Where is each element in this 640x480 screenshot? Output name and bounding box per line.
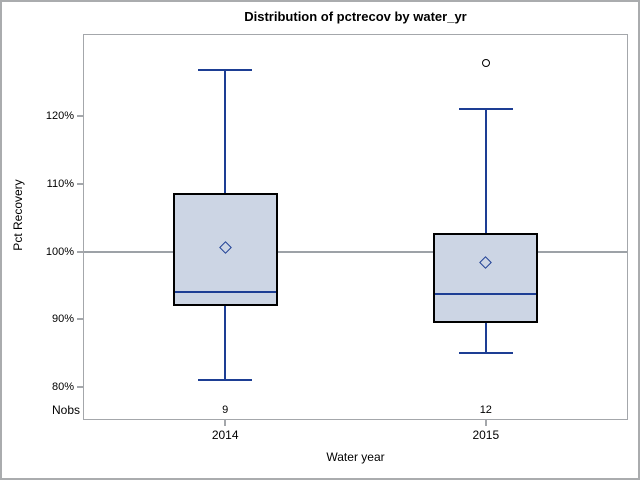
- nobs-value: 9: [222, 404, 229, 416]
- median-line: [435, 293, 537, 296]
- iqr-box: [172, 192, 278, 306]
- y-axis-title: Pct Recovery: [11, 179, 25, 251]
- lower-whisker-cap: [198, 379, 253, 382]
- y-tick-mark: [77, 182, 83, 185]
- x-tick-mark: [484, 420, 487, 426]
- nobs-row-label: Nobs: [51, 403, 80, 417]
- nobs-value: 12: [479, 404, 492, 416]
- x-tick-label: 2015: [472, 428, 500, 442]
- chart-title: Distribution of pctrecov by water_yr: [244, 9, 467, 24]
- y-tick-label: 90%: [51, 313, 74, 326]
- lower-whisker-cap: [458, 352, 513, 355]
- y-tick-mark: [77, 318, 83, 321]
- upper-whisker-cap: [198, 69, 253, 72]
- y-tick-label: 110%: [46, 177, 74, 190]
- reference-line: [84, 250, 627, 253]
- median-line: [174, 291, 276, 294]
- y-tick-label: 100%: [45, 245, 74, 258]
- upper-whisker-cap: [458, 108, 513, 111]
- y-tick-label: 80%: [51, 381, 74, 394]
- lower-whisker: [224, 305, 227, 381]
- upper-whisker: [224, 70, 227, 193]
- y-tick-mark: [77, 115, 83, 118]
- x-tick-label: 2014: [211, 428, 239, 442]
- plot-area: 9 12: [83, 34, 628, 420]
- upper-whisker: [484, 109, 487, 234]
- x-tick-mark: [224, 420, 227, 426]
- iqr-box: [433, 233, 539, 323]
- y-tick-mark: [77, 250, 83, 253]
- x-axis-title: Water year: [326, 450, 385, 464]
- lower-whisker: [484, 322, 487, 354]
- y-tick-label: 120%: [45, 110, 74, 123]
- y-tick-mark: [77, 386, 83, 389]
- outlier-marker: [481, 58, 490, 67]
